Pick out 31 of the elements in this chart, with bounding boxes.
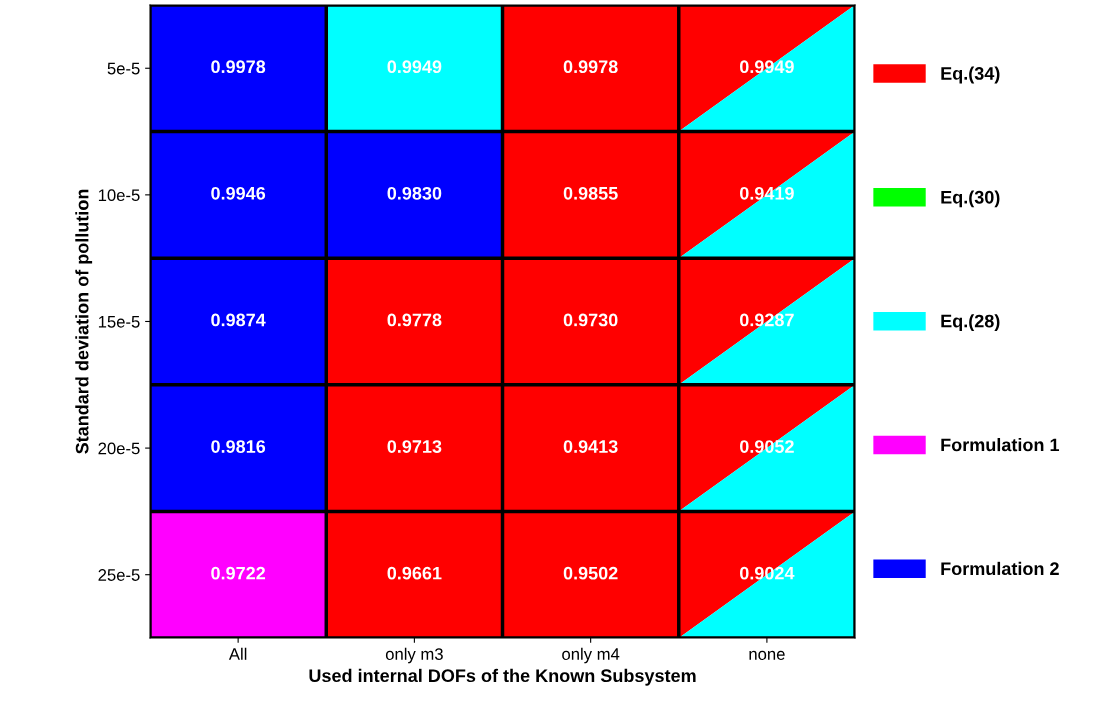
data-label: 0.9946	[211, 186, 266, 200]
y-tick-label: 10e-5	[98, 189, 140, 202]
y-tick-label: 25e-5	[98, 569, 140, 581]
y-tick-label: 5e-5	[107, 62, 140, 75]
legend-label: Formulation 1	[941, 438, 1060, 452]
legend-label: Formulation 2	[941, 561, 1059, 576]
legend-label: Eq.(28)	[941, 314, 1000, 332]
x-tick-label: only m3	[385, 647, 443, 664]
data-label: 0.9816	[211, 440, 266, 453]
x-tick-label: only m4	[562, 647, 620, 664]
x-tick-label: All	[228, 647, 247, 660]
data-label: 0.9778	[387, 313, 442, 327]
data-label: 0.9830	[387, 186, 442, 200]
data-label: 0.9978	[211, 60, 266, 74]
data-label: 0.9713	[387, 440, 442, 453]
y-axis-title: Standard deviation of pollution	[75, 189, 93, 454]
legend-label: Eq.(34)	[941, 66, 1000, 84]
x-tick-label: none	[749, 650, 785, 660]
data-label: 0.9855	[563, 186, 618, 200]
data-label: 0.9413	[563, 440, 618, 453]
data-label: 0.9949	[387, 60, 442, 74]
data-label: 0.9661	[387, 566, 442, 580]
y-tick-label: 15e-5	[98, 316, 140, 328]
data-label: 0.9730	[563, 313, 618, 327]
y-tick-label: 20e-5	[98, 442, 140, 455]
x-axis-title: Used internal DOFs of the Known Subsystem	[309, 668, 696, 686]
data-label: 0.9978	[563, 60, 618, 74]
data-label: 0.9874	[211, 313, 266, 327]
data-label: 0.9502	[563, 566, 618, 580]
data-label: 0.9722	[211, 566, 266, 580]
legend-label: Eq.(30)	[941, 190, 1000, 208]
